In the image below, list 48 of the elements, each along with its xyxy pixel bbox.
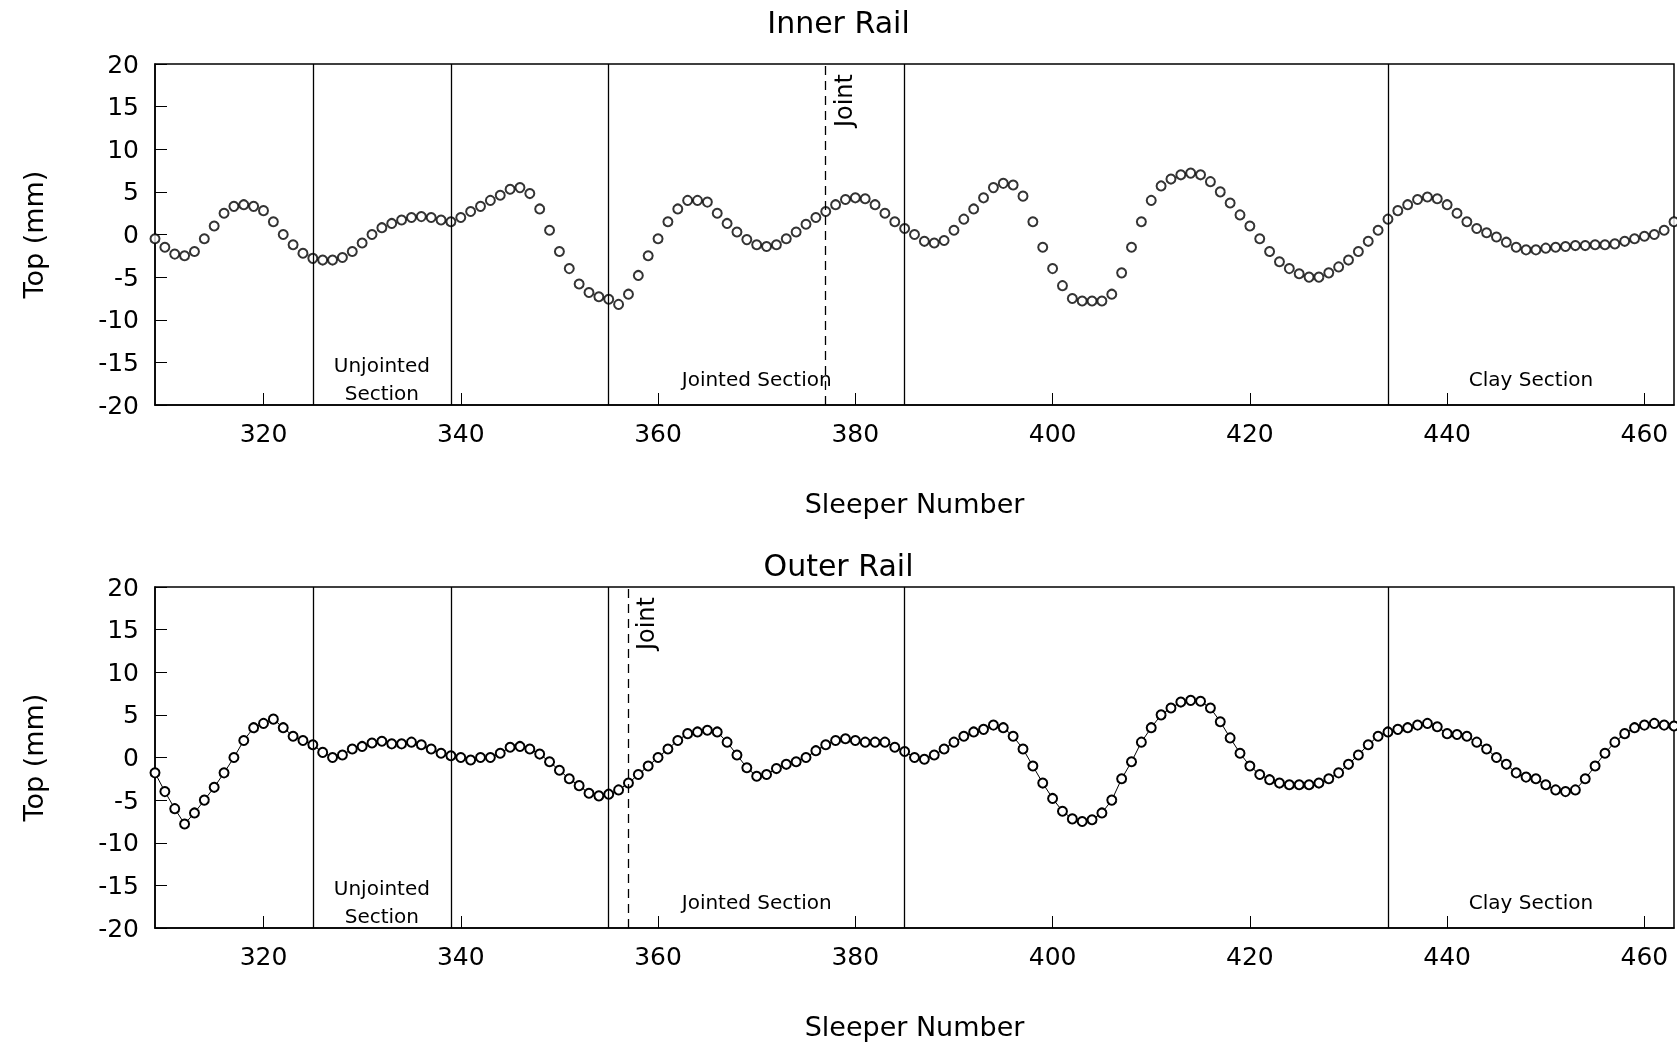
x-tick-label: 360 — [634, 419, 682, 448]
y-tick-label: -20 — [98, 390, 139, 420]
y-tick-label: 10 — [107, 134, 139, 164]
y-tick-label: -5 — [114, 785, 139, 815]
x-tick-label: 420 — [1226, 419, 1274, 448]
x-tick-label: 340 — [436, 942, 485, 971]
x-axis-title: Sleeper Number — [804, 1011, 1026, 1042]
y-tick-label: -15 — [98, 347, 139, 377]
x-tick-label: 380 — [831, 942, 880, 971]
x-tick-label: 320 — [239, 419, 288, 448]
annotation: Unjointed Section — [333, 876, 430, 929]
annotation: Clay Section — [1468, 367, 1594, 392]
x-tick-label: 420 — [1226, 942, 1274, 971]
y-tick-label: 20 — [107, 572, 139, 602]
x-tick-label: 340 — [436, 419, 485, 448]
y-tick-label: 0 — [123, 743, 139, 772]
y-tick-label: 15 — [107, 92, 139, 122]
annotation: Jointed Section — [679, 890, 832, 915]
y-axis-title: Top (mm) — [18, 693, 49, 823]
chart-title: Inner Rail — [767, 4, 910, 40]
y-tick-label: 15 — [107, 615, 139, 645]
x-tick-label: 460 — [1620, 942, 1669, 971]
ref-line-label: Joint — [632, 597, 661, 653]
y-axis-title: Top (mm) — [18, 170, 49, 300]
x-tick-label: 440 — [1423, 419, 1471, 448]
x-tick-label: 360 — [634, 942, 682, 971]
x-tick-label: 320 — [239, 942, 288, 971]
y-tick-label: -10 — [98, 828, 139, 858]
annotation: Clay Section — [1468, 890, 1594, 915]
ref-line-label: Joint — [829, 74, 858, 130]
x-tick-label: 380 — [831, 419, 880, 448]
x-tick-label: 460 — [1620, 419, 1669, 448]
annotation: Unjointed Section — [333, 353, 430, 406]
y-tick-label: 5 — [123, 700, 139, 730]
annotation: Jointed Section — [679, 367, 832, 392]
y-tick-label: 0 — [123, 220, 139, 249]
y-tick-label: 5 — [123, 177, 139, 207]
y-tick-label: 10 — [107, 657, 139, 687]
y-tick-label: 20 — [107, 49, 139, 79]
x-tick-label: 400 — [1028, 942, 1077, 971]
x-axis-title: Sleeper Number — [804, 488, 1026, 519]
y-tick-label: -20 — [98, 913, 139, 943]
y-tick-label: -10 — [98, 305, 139, 335]
x-tick-label: 400 — [1028, 419, 1077, 448]
x-tick-label: 440 — [1423, 942, 1471, 971]
y-tick-label: -15 — [98, 870, 139, 900]
chart-title: Outer Rail — [763, 547, 914, 583]
y-tick-label: -5 — [114, 262, 139, 292]
